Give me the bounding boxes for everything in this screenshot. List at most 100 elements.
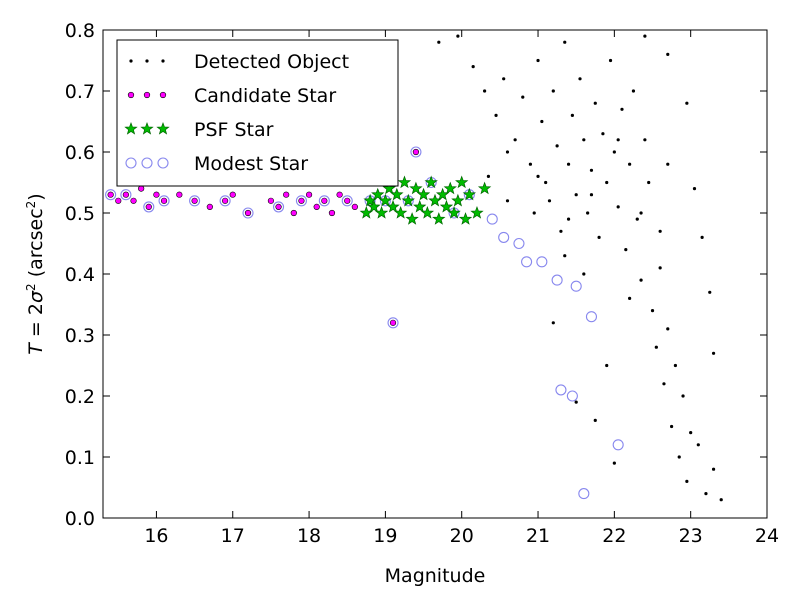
modest-star-point bbox=[486, 213, 498, 225]
psf-star-point bbox=[443, 181, 457, 195]
modest-star-point bbox=[105, 189, 117, 201]
legend-marker-modest-star bbox=[157, 157, 169, 169]
candidate-star-point bbox=[283, 191, 290, 198]
candidate-star-point bbox=[206, 203, 213, 210]
candidate-star-point bbox=[229, 191, 236, 198]
detected-object-point bbox=[708, 290, 712, 294]
legend-marker-candidate-star bbox=[127, 91, 135, 99]
x-tick-label: 22 bbox=[602, 525, 626, 547]
detected-object-point bbox=[494, 113, 498, 117]
detected-object-point bbox=[563, 40, 567, 44]
detected-object-point bbox=[669, 424, 674, 429]
modest-star-point bbox=[551, 274, 563, 286]
detected-object-point bbox=[578, 77, 582, 81]
legend-marker-candidate-star bbox=[143, 91, 151, 99]
detected-object-point bbox=[532, 211, 536, 215]
detected-object-point bbox=[692, 187, 697, 191]
modest-star-point bbox=[219, 195, 231, 207]
psf-star-point bbox=[397, 175, 412, 189]
modest-star-point bbox=[341, 195, 353, 207]
psf-star-point bbox=[432, 212, 446, 225]
detected-object-point bbox=[624, 248, 628, 252]
candidate-star-point bbox=[153, 191, 160, 198]
detected-object-point bbox=[628, 296, 632, 300]
y-axis-label: T = 2σ2 (arcsec2) bbox=[24, 193, 47, 354]
detected-object-point bbox=[486, 174, 491, 178]
y-tick-label: 0.5 bbox=[65, 203, 95, 225]
modest-star-point bbox=[120, 189, 132, 201]
y-tick-label: 0.7 bbox=[65, 81, 95, 103]
psf-star-point bbox=[439, 199, 454, 213]
candidate-star-point bbox=[191, 197, 198, 204]
detected-object-point bbox=[689, 431, 693, 435]
detected-object-point bbox=[654, 345, 658, 349]
legend-marker-psf-star bbox=[124, 122, 138, 135]
y-tick-label: 0.4 bbox=[65, 264, 95, 286]
detected-object-point bbox=[696, 443, 700, 447]
detected-object-point bbox=[673, 363, 678, 368]
detected-object-point bbox=[658, 266, 662, 270]
detected-object-point bbox=[685, 479, 689, 483]
detected-object-point bbox=[685, 101, 689, 105]
candidate-star-point bbox=[298, 197, 305, 204]
detected-object-point bbox=[662, 382, 666, 386]
x-tick-label: 23 bbox=[679, 525, 703, 547]
detected-object-point bbox=[570, 113, 574, 117]
y-label-close: ) bbox=[25, 193, 47, 200]
candidate-star-point bbox=[267, 197, 275, 204]
psf-star-point bbox=[447, 206, 461, 219]
psf-star-point bbox=[416, 187, 431, 201]
detected-object-point bbox=[612, 461, 616, 465]
candidate-star-point bbox=[305, 191, 313, 198]
detected-object-point bbox=[700, 235, 704, 239]
modest-star-point bbox=[410, 146, 422, 158]
detected-object-point bbox=[589, 168, 594, 172]
x-tick-label: 16 bbox=[144, 525, 168, 547]
candidate-star-point bbox=[290, 209, 297, 217]
legend-marker-candidate-star bbox=[159, 91, 167, 99]
y-tick-label: 0.1 bbox=[65, 447, 95, 469]
candidate-star-point bbox=[107, 191, 114, 198]
candidate-star-point bbox=[115, 197, 122, 204]
y-label-unit: (arcsec bbox=[25, 208, 47, 283]
psf-star-point bbox=[386, 199, 400, 213]
detected-object-point bbox=[563, 254, 567, 258]
x-tick-label: 21 bbox=[526, 525, 550, 547]
psf-star-point bbox=[470, 206, 484, 219]
psf-star-point bbox=[458, 212, 473, 225]
points-layer bbox=[105, 34, 723, 502]
modest-star-point bbox=[318, 195, 330, 207]
modest-star-point bbox=[570, 280, 582, 292]
candidate-star-point bbox=[176, 191, 183, 198]
psf-star-point bbox=[367, 199, 381, 213]
x-tick-label: 19 bbox=[373, 525, 397, 547]
candidate-star-point bbox=[412, 148, 420, 156]
detected-object-point bbox=[647, 180, 651, 185]
ticks-layer: 16 17 18 19 20 21 22 23 24 0.0 0.1 0.2 0.3 0.4 0.5 0.6 0… bbox=[65, 20, 779, 547]
detected-object-point bbox=[586, 211, 590, 215]
legend: Detected Object Candidate Star PSF Star Mod… bbox=[116, 39, 399, 187]
detected-object-point bbox=[666, 327, 670, 331]
detected-object-point bbox=[612, 150, 616, 154]
detected-object-point bbox=[574, 400, 578, 404]
detected-object-point bbox=[616, 138, 620, 142]
x-tick-label: 18 bbox=[297, 525, 321, 547]
candidate-star-point bbox=[275, 203, 282, 210]
modest-star-point bbox=[578, 488, 590, 500]
detected-object-point bbox=[593, 418, 597, 422]
candidate-star-point bbox=[351, 203, 358, 210]
legend-box bbox=[116, 39, 399, 187]
detected-object-point bbox=[620, 107, 624, 111]
detected-object-point bbox=[582, 138, 586, 142]
legend-label-candidate-star: Candidate Star bbox=[194, 85, 336, 107]
detected-object-point bbox=[536, 174, 540, 178]
psf-star-point bbox=[374, 206, 389, 219]
y-tick-label: 0.8 bbox=[65, 20, 95, 42]
candidate-star-point bbox=[244, 209, 252, 217]
psf-star-point bbox=[455, 175, 469, 189]
detected-object-point bbox=[711, 467, 716, 471]
candidate-star-point bbox=[328, 209, 336, 217]
psf-star-point bbox=[359, 206, 373, 219]
detected-object-point bbox=[635, 217, 639, 221]
